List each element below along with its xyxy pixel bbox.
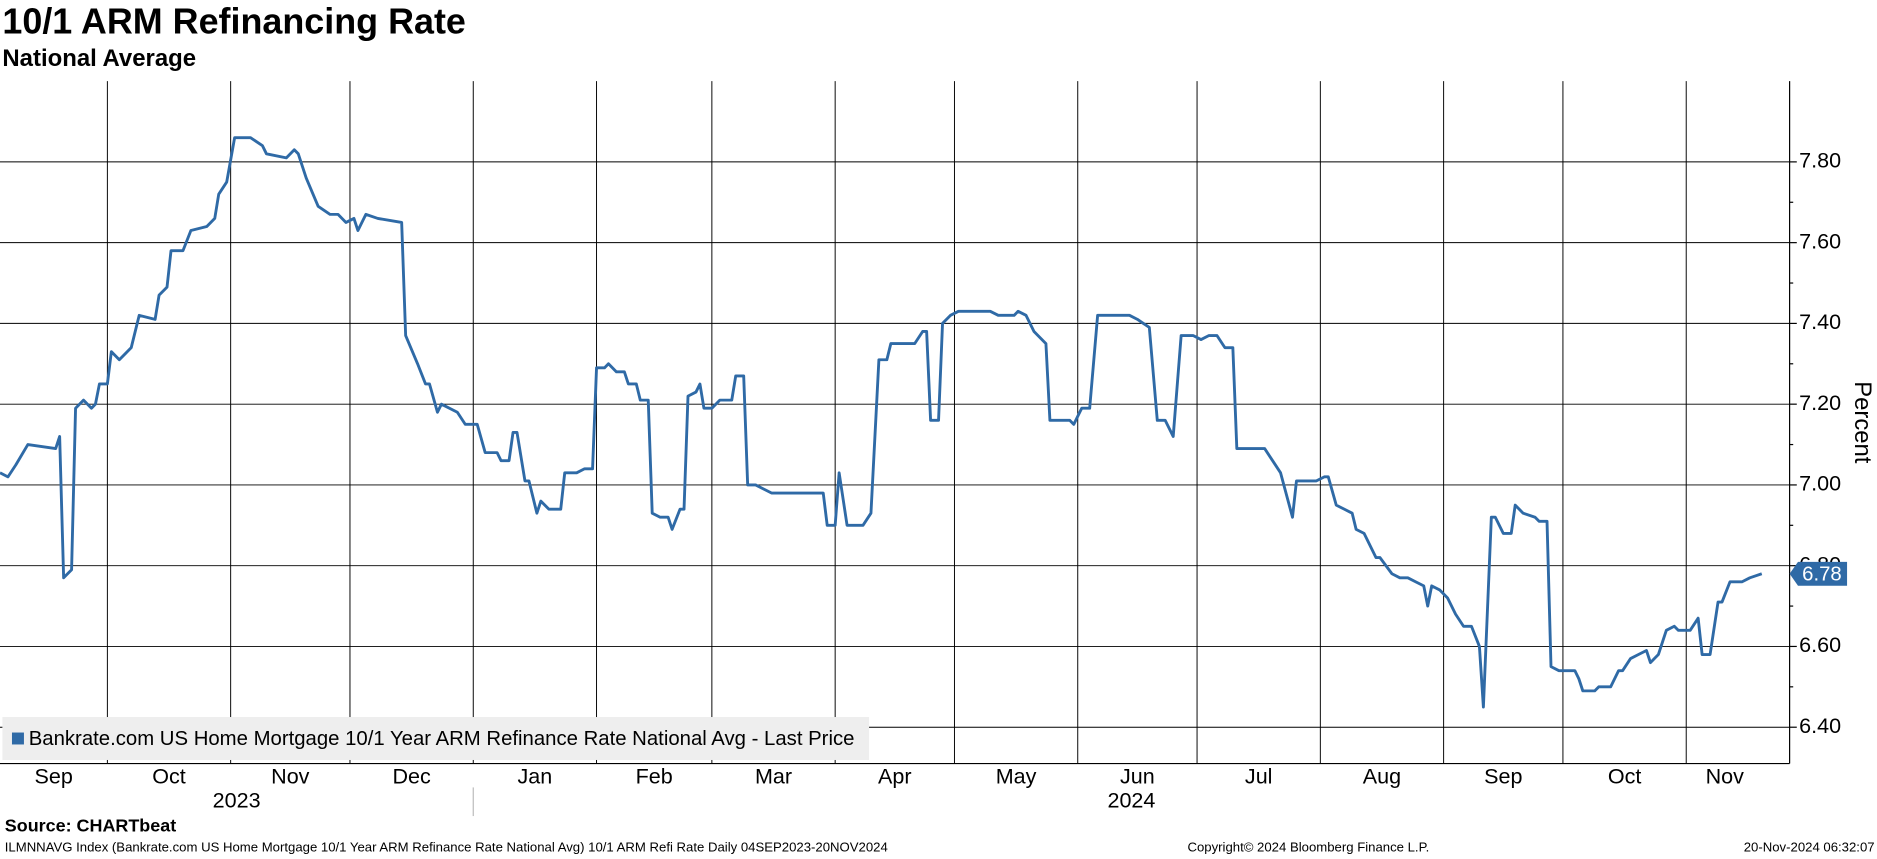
x-tick-label: Nov (271, 765, 310, 789)
x-tick-label: Mar (755, 765, 792, 789)
year-label: 2023 (213, 788, 261, 812)
last-value-label: 6.78 (1802, 563, 1842, 585)
footer-left: ILMNNAVG Index (Bankrate.com US Home Mor… (5, 840, 888, 855)
x-tick-label: May (996, 765, 1037, 789)
x-tick-label: Jun (1120, 765, 1155, 789)
x-tick-label: Apr (878, 765, 912, 789)
chart-title: 10/1 ARM Refinancing Rate (2, 1, 466, 41)
y-tick-label: 6.60 (1799, 633, 1841, 657)
x-tick-label: Sep (35, 765, 73, 789)
x-tick-label: Nov (1706, 765, 1745, 789)
y-axis-label: Percent (1849, 381, 1876, 464)
y-tick-label: 7.20 (1799, 391, 1841, 415)
y-tick-label: 7.00 (1799, 472, 1841, 496)
y-tick-label: 7.80 (1799, 149, 1841, 173)
x-tick-label: Jan (518, 765, 553, 789)
x-tick-label: Oct (1608, 765, 1642, 789)
y-tick-label: 7.40 (1799, 310, 1841, 334)
footer-center: Copyright© 2024 Bloomberg Finance L.P. (1187, 840, 1429, 855)
x-tick-label: Jul (1245, 765, 1273, 789)
source: Source: CHARTbeat (5, 816, 176, 836)
last-value-tag (1789, 561, 1848, 586)
chart-subtitle: National Average (2, 45, 196, 72)
x-tick-label: Oct (152, 765, 186, 789)
legend-box (2, 717, 870, 760)
footer-right: 20-Nov-2024 06:32:07 (1744, 840, 1875, 855)
y-tick-label: 7.60 (1799, 229, 1841, 253)
y-tick-label: 6.40 (1799, 714, 1841, 738)
data-line (0, 136, 1763, 709)
x-tick-label: Dec (392, 765, 431, 789)
x-tick-label: Sep (1484, 765, 1522, 789)
legend-swatch (11, 732, 24, 745)
year-label: 2024 (1107, 788, 1155, 812)
x-tick-label: Aug (1363, 765, 1401, 789)
x-tick-label: Feb (636, 765, 673, 789)
legend-label: Bankrate.com US Home Mortgage 10/1 Year … (29, 728, 855, 750)
